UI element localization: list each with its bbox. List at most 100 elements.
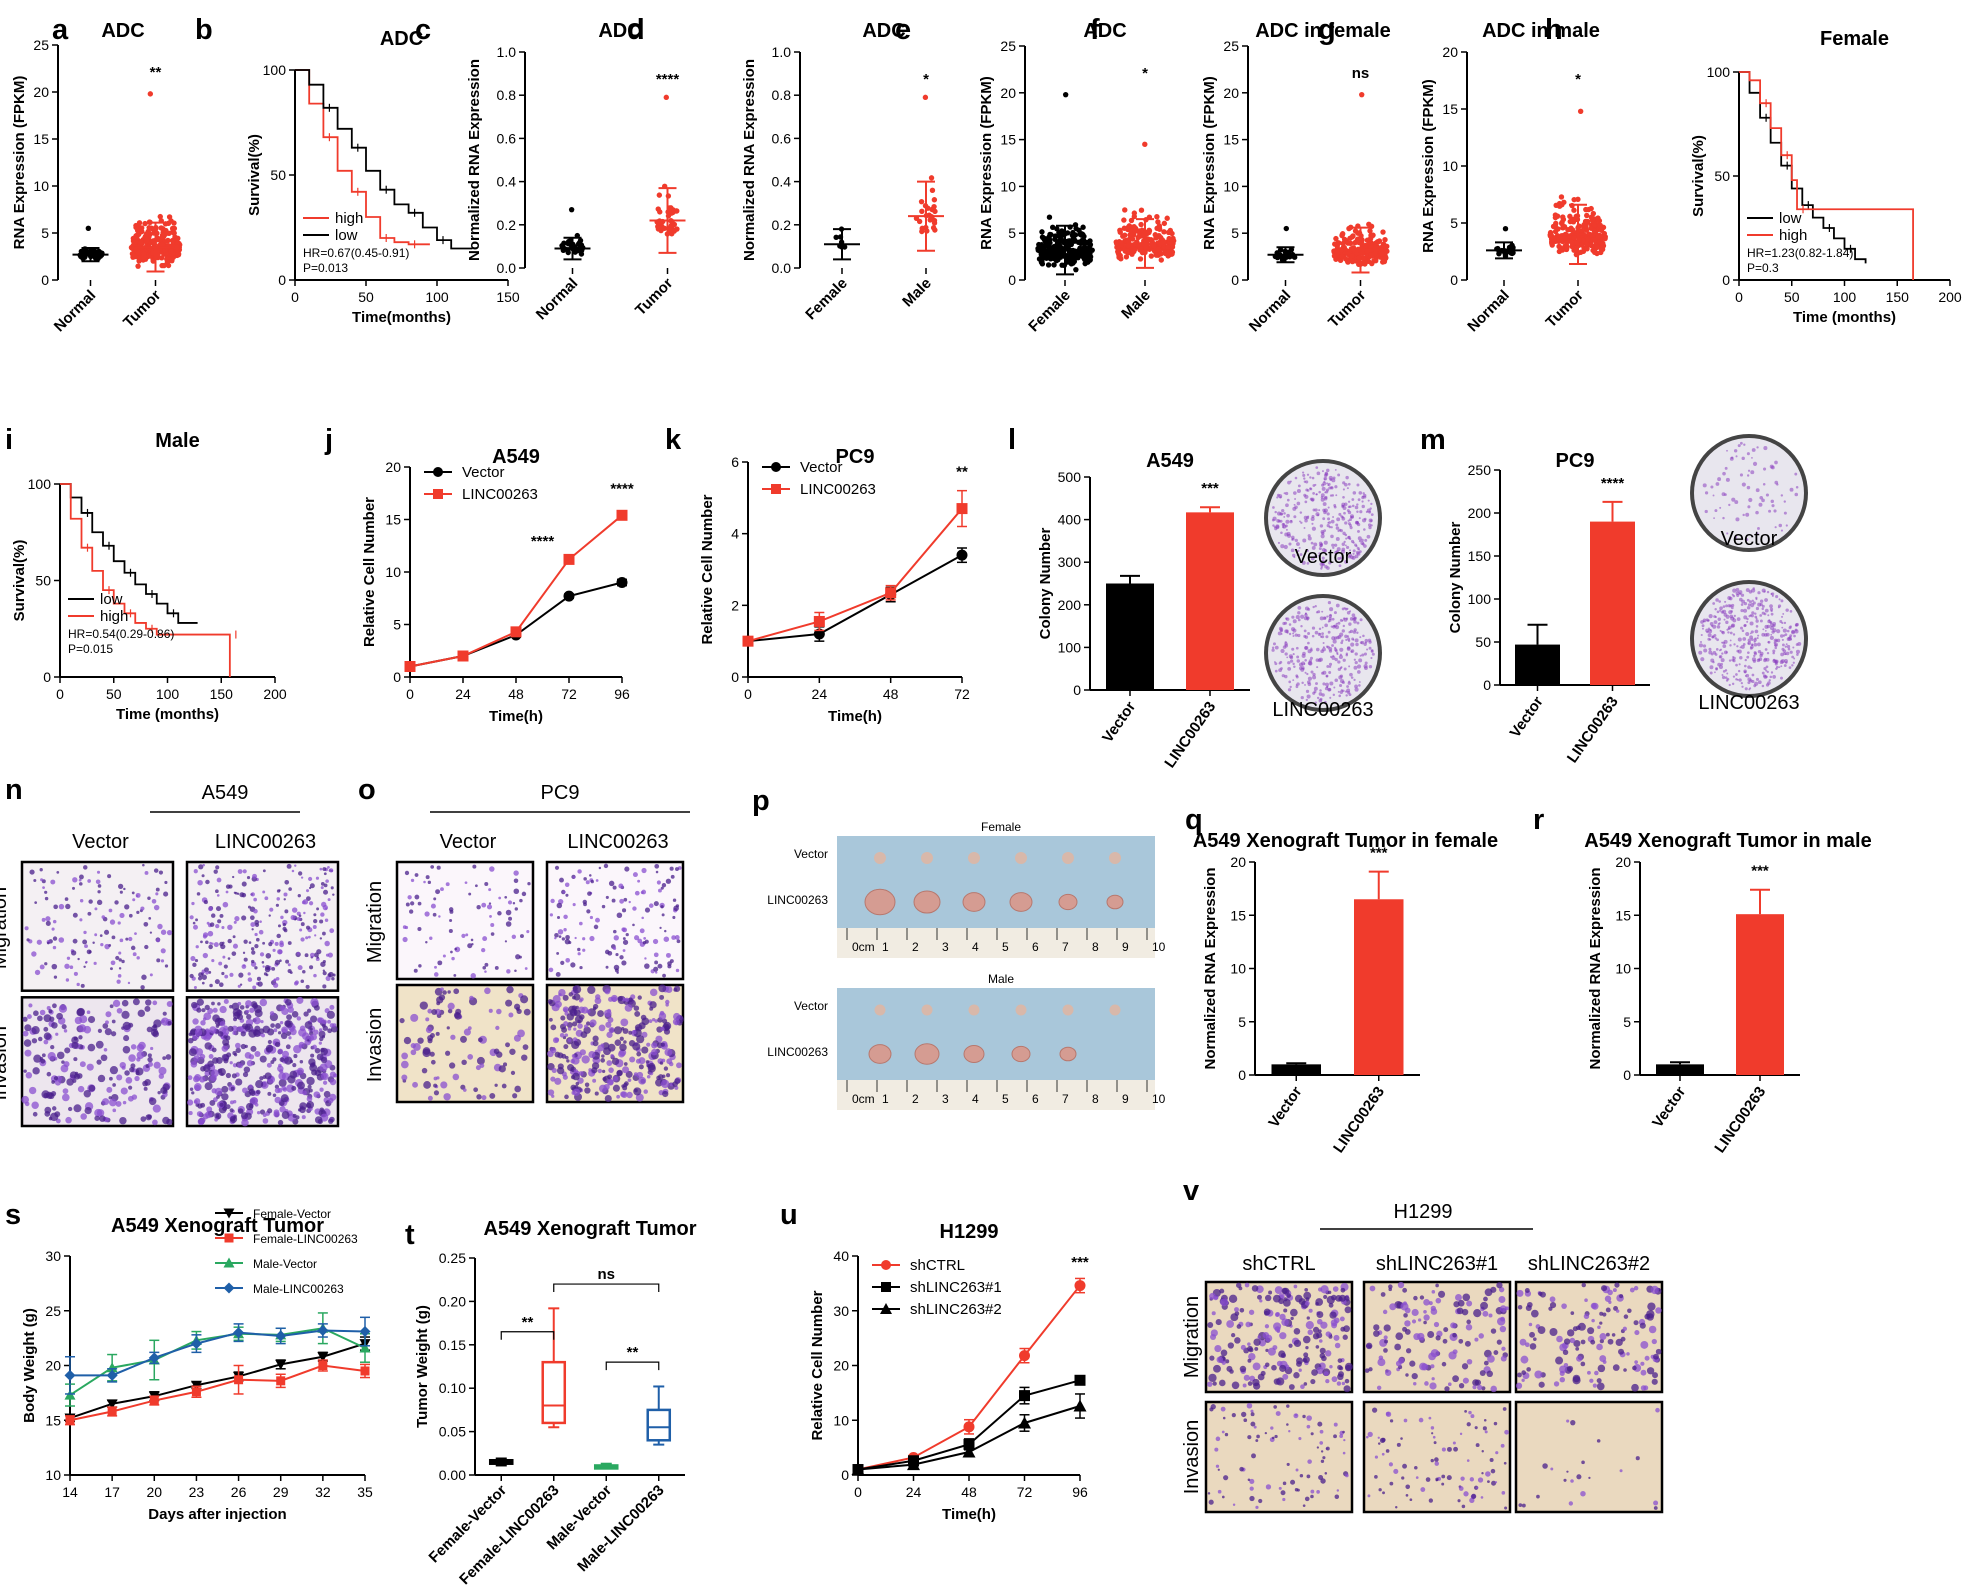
stained-cell <box>144 944 149 950</box>
stained-cell <box>278 889 281 892</box>
data-point <box>663 94 669 101</box>
stained-cell <box>64 897 69 901</box>
stained-cell <box>267 1091 272 1096</box>
colony <box>1351 498 1355 501</box>
stained-cell <box>202 863 205 867</box>
data-point <box>1571 234 1578 241</box>
stained-cell <box>513 888 520 895</box>
data-point <box>919 208 925 214</box>
colony <box>1759 619 1763 623</box>
panel-label-a: a <box>52 14 69 46</box>
x-category-label: Female <box>802 275 851 324</box>
colony <box>1367 499 1370 502</box>
data-point <box>234 1375 244 1385</box>
colony <box>1722 669 1726 673</box>
stained-cell <box>124 904 130 910</box>
data-point <box>1161 220 1168 227</box>
colony <box>1311 476 1315 480</box>
panel-label-s: s <box>5 1199 21 1231</box>
data-point <box>1583 227 1590 233</box>
panel-label-c: c <box>415 14 431 46</box>
stained-cell <box>250 1045 257 1052</box>
significance-label: ** <box>522 1314 534 1331</box>
colony <box>1337 473 1341 477</box>
cell-line-label: A549 <box>202 782 249 804</box>
row-label: Migration <box>0 887 11 969</box>
data-point <box>1044 242 1050 249</box>
stained-cell <box>435 1031 440 1036</box>
colony <box>1698 643 1703 648</box>
stained-cell <box>632 872 638 878</box>
colony <box>1732 633 1736 636</box>
xtick-label: 50 <box>106 686 122 702</box>
colony <box>1733 449 1738 453</box>
chart-e-ytick-label: 10 <box>1000 178 1016 194</box>
xtick-label: 29 <box>273 1484 289 1500</box>
colony <box>1323 508 1328 513</box>
colony <box>1333 505 1337 509</box>
data-point <box>1137 256 1144 262</box>
stained-cell <box>314 934 317 937</box>
colony <box>1358 684 1361 687</box>
stained-cell <box>433 897 437 901</box>
stained-cell <box>165 1054 172 1060</box>
stained-cell <box>430 903 436 909</box>
stained-cell <box>448 907 454 912</box>
colony <box>1279 512 1283 516</box>
stained-cell <box>241 915 247 921</box>
colony <box>1327 620 1330 623</box>
stained-cell <box>283 892 288 897</box>
chart-e-ylabel: RNA Expression (FPKM) <box>978 76 995 250</box>
stained-cell <box>209 1099 216 1106</box>
colony <box>1345 537 1348 540</box>
stained-cell <box>320 961 326 967</box>
stained-cell <box>262 1118 269 1124</box>
stained-cell <box>249 1007 255 1013</box>
colony <box>1768 509 1772 513</box>
stained-cell <box>305 936 309 940</box>
colony <box>1700 633 1703 637</box>
stained-cell <box>278 1072 286 1080</box>
data-point <box>1054 226 1060 232</box>
colony <box>1746 452 1750 456</box>
colony <box>1741 456 1745 461</box>
colony <box>1727 627 1731 630</box>
stained-cell <box>109 967 113 971</box>
stained-cell <box>414 894 420 900</box>
data-point <box>918 198 925 205</box>
colony <box>1346 685 1349 688</box>
colony <box>1360 538 1364 542</box>
stained-cell <box>156 958 161 963</box>
colony <box>1307 515 1310 518</box>
colony <box>1342 658 1346 662</box>
stained-cell <box>497 911 502 916</box>
colony <box>1780 652 1784 657</box>
stained-cell <box>117 921 121 925</box>
data-point <box>1376 238 1382 245</box>
stained-cell <box>262 890 266 894</box>
panel-label-h: h <box>1545 14 1563 46</box>
stained-cell <box>519 934 524 939</box>
colony <box>1329 681 1334 686</box>
stained-cell <box>229 1108 234 1113</box>
stained-cell <box>282 1050 290 1058</box>
data-point <box>1067 258 1073 264</box>
data-point <box>139 228 145 235</box>
stained-cell <box>496 1008 502 1015</box>
stained-cell <box>104 1028 112 1036</box>
stained-cell <box>624 866 630 872</box>
stained-cell <box>51 1080 56 1084</box>
colony <box>1287 666 1292 671</box>
stained-cell <box>446 1026 450 1030</box>
colony <box>1740 644 1745 649</box>
stained-cell <box>427 880 432 885</box>
stained-cell <box>284 909 289 914</box>
stained-cell <box>149 973 153 977</box>
stained-cell <box>109 1004 114 1009</box>
stained-cell <box>307 935 311 939</box>
data-point <box>1166 249 1172 255</box>
colony <box>1724 493 1727 497</box>
colony <box>1370 649 1374 653</box>
stained-cell <box>208 944 213 950</box>
